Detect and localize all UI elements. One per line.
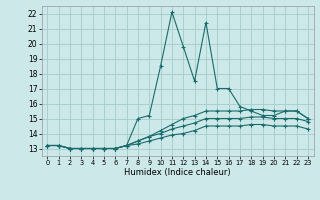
X-axis label: Humidex (Indice chaleur): Humidex (Indice chaleur) [124,168,231,177]
